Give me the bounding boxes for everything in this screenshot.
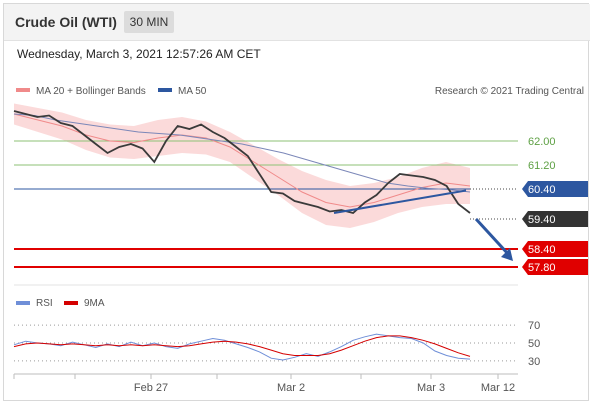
bollinger-legend-label: MA 20 + Bollinger Bands: [36, 86, 146, 97]
rsi-tick-70: 70: [528, 320, 540, 332]
level-tag-58.40: 58.40: [528, 244, 556, 256]
x-tick-label-mar-12: Mar 12: [481, 382, 515, 394]
rsi-tick-50: 50: [528, 338, 540, 350]
level-label-62.00: 62.00: [528, 136, 556, 148]
rsi-tick-30: 30: [528, 356, 540, 368]
x-tick-label-feb-27: Feb 27: [134, 382, 168, 394]
bollinger-legend-swatch: [16, 88, 30, 92]
price-series: [13, 110, 471, 214]
price-line: [13, 110, 471, 214]
rsi-pane: 70 50 30: [13, 320, 540, 368]
ma50-legend-swatch: [158, 88, 172, 92]
bollinger-fill: [14, 103, 470, 228]
x-tick-label-mar-2: Mar 2: [277, 382, 305, 394]
level-tag-bg-59.40: [522, 211, 588, 227]
support-trendline: [333, 189, 467, 214]
moving-averages: [13, 113, 471, 208]
level-tag-60.40: 60.40: [528, 184, 556, 196]
timestamp: Wednesday, March 3, 2021 12:57:26 AM CET: [17, 47, 261, 61]
x-axis-ticks: Feb 27 Mar 2 Mar 3 Mar 12: [13, 374, 515, 394]
rsi-line: [13, 333, 471, 361]
rsi-legend-swatch: [16, 301, 30, 305]
analysis-overlays: [333, 189, 513, 261]
price-levels: [14, 140, 518, 268]
ma20-line: [13, 113, 471, 208]
projection-arrow-head: [501, 248, 513, 261]
level-tag-57.80: 57.80: [528, 262, 556, 274]
chart-panel: Crude Oil (WTI) 30 MIN Wednesday, March …: [3, 3, 590, 401]
rsi-legend-label: RSI: [36, 298, 53, 309]
timeframe-badge[interactable]: 30 MIN: [124, 11, 174, 33]
rsi-ma-line: [13, 335, 471, 357]
level-tag-59.40: 59.40: [528, 214, 556, 226]
level-tag-bg-58.40: [522, 241, 588, 257]
x-tick-label-mar-3: Mar 3: [417, 382, 445, 394]
level-label-61.20: 61.20: [528, 160, 556, 172]
level-tag-bg-57.80: [522, 259, 588, 275]
ma50-legend-label: MA 50: [178, 86, 207, 97]
bollinger-band: [14, 103, 470, 228]
credit-label: Research © 2021 Trading Central: [435, 86, 584, 97]
price-level-tags: 62.00 61.20 60.40 59.40 58.40 57.80: [522, 136, 588, 275]
projection-arrow-shaft: [474, 217, 511, 257]
instrument-title: Crude Oil (WTI): [15, 14, 117, 30]
level-tag-bg-60.40: [522, 181, 588, 197]
rsi-ma-legend-label: 9MA: [84, 298, 105, 309]
rsi-ma-legend-swatch: [64, 301, 78, 305]
ma50-line: [13, 113, 471, 193]
chart-header: Crude Oil (WTI) 30 MIN: [4, 4, 590, 41]
